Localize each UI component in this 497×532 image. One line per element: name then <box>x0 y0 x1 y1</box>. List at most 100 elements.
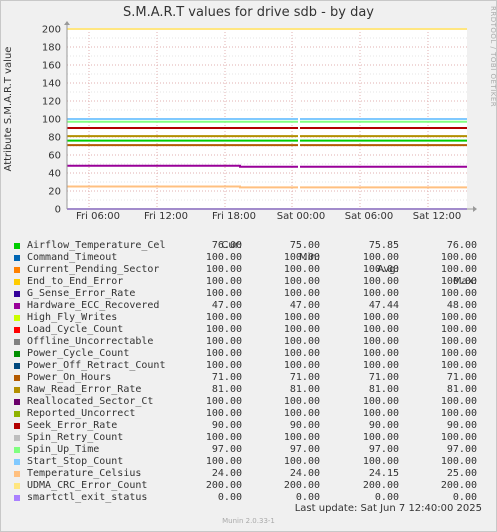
x-tick-label: Sat 12:00 <box>413 211 461 222</box>
legend-swatch <box>14 339 20 345</box>
legend-series-name: Power_On_Hours <box>27 372 112 383</box>
legend-value-max: 76.00 <box>446 240 477 251</box>
legend-swatch <box>14 363 20 369</box>
legend-item: High_Fly_Writes 100.00 100.00 100.00 100.00 <box>10 312 490 324</box>
legend-item: Power_Cycle_Count 100.00 100.00 100.00 100.0… <box>10 348 490 360</box>
legend-swatch <box>14 243 20 249</box>
legend-value-min: 75.00 <box>289 240 320 251</box>
legend-value-avg: 100.00 <box>362 408 399 419</box>
legend-value-cur: 100.00 <box>205 252 242 263</box>
legend-series-name: Power_Off_Retract_Count <box>27 360 166 371</box>
last-update: Last update: Sat Jun 7 12:40:00 2025 <box>294 503 482 514</box>
legend-item: Current_Pending_Sector 100.00 100.00 100.00… <box>10 264 490 276</box>
legend-rows: Airflow_Temperature_Cel 76.00 75.00 75.85 76… <box>10 240 490 504</box>
legend-series-name: Offline_Uncorrectable <box>27 336 154 347</box>
legend-value-min: 100.00 <box>283 264 320 275</box>
y-tick-label: 180 <box>42 43 61 54</box>
legend-series-name: smartctl_exit_status <box>27 492 148 503</box>
legend-value-min: 24.00 <box>289 468 320 479</box>
legend-value-cur: 100.00 <box>205 276 242 287</box>
legend-swatch <box>14 435 20 441</box>
legend-value-avg: 75.85 <box>368 240 399 251</box>
x-tick-label: Fri 06:00 <box>76 211 120 222</box>
legend-value-cur: 100.00 <box>205 324 242 335</box>
legend-value-avg: 100.00 <box>362 324 399 335</box>
legend-value-min: 90.00 <box>289 420 320 431</box>
legend-value-max: 100.00 <box>440 396 477 407</box>
legend-item: Offline_Uncorrectable 100.00 100.00 100.00 1… <box>10 336 490 348</box>
legend-series-name: Current_Pending_Sector <box>27 264 160 275</box>
legend-swatch <box>14 447 20 453</box>
legend-value-min: 100.00 <box>283 276 320 287</box>
legend-swatch <box>14 423 20 429</box>
legend-value-avg: 97.00 <box>368 444 399 455</box>
x-tick-label: Fri 12:00 <box>144 211 188 222</box>
legend-series-name: Temperature_Celsius <box>27 468 142 479</box>
y-tick-label: 40 <box>48 169 61 180</box>
legend-value-max: 48.00 <box>446 300 477 311</box>
legend-value-avg: 90.00 <box>368 420 399 431</box>
legend-series-name: G_Sense_Error_Rate <box>27 288 136 299</box>
legend-series-name: Reallocated_Sector_Ct <box>27 396 154 407</box>
legend-series-name: Power_Cycle_Count <box>27 348 130 359</box>
legend-value-cur: 200.00 <box>205 480 242 491</box>
legend-header-avg: Avg: <box>377 264 399 275</box>
legend-value-min: 100.00 <box>283 288 320 299</box>
legend-item: Command_Timeout 100.00 100.00 100.00 100.00 <box>10 252 490 264</box>
legend-value-min: 100.00 <box>283 336 320 347</box>
y-tick-label: 0 <box>55 205 61 216</box>
legend-swatch <box>14 459 20 465</box>
x-tick-label: Sat 06:00 <box>345 211 393 222</box>
legend-value-min: 97.00 <box>289 444 320 455</box>
series-line <box>67 185 467 189</box>
legend-value-max: 100.00 <box>440 456 477 467</box>
legend-value-min: 81.00 <box>289 384 320 395</box>
legend-value-min: 0.00 <box>295 492 320 503</box>
legend-swatch <box>14 303 20 309</box>
y-tick-label: 140 <box>42 79 61 90</box>
legend-value-cur: 100.00 <box>205 288 242 299</box>
legend-series-name: Seek_Error_Rate <box>27 420 118 431</box>
y-tick-label: 80 <box>48 133 61 144</box>
legend-item: Reported_Uncorrect 100.00 100.00 100.00 100.… <box>10 408 490 420</box>
y-tick-label: 120 <box>42 97 61 108</box>
legend-series-name: Spin_Retry_Count <box>27 432 124 443</box>
legend-value-min: 100.00 <box>283 432 320 443</box>
legend-value-avg: 100.00 <box>362 252 399 263</box>
legend-series-name: End_to_End_Error <box>27 276 124 287</box>
legend-header-cur: Cur: <box>221 240 242 251</box>
legend-value-max: 100.00 <box>440 432 477 443</box>
legend-value-max: 100.00 <box>440 348 477 359</box>
legend-value-max: 100.00 <box>440 312 477 323</box>
legend-value-avg: 100.00 <box>362 276 399 287</box>
legend-value-cur: 100.00 <box>205 312 242 323</box>
legend-item: Seek_Error_Rate 90.00 90.00 90.00 90.00 <box>10 420 490 432</box>
legend-value-max: 0.00 <box>452 492 477 503</box>
legend-value-min: 47.00 <box>289 300 320 311</box>
legend-item: G_Sense_Error_Rate 100.00 100.00 100.00 100.… <box>10 288 490 300</box>
legend-item: Reallocated_Sector_Ct 100.00 100.00 100.00 1… <box>10 396 490 408</box>
legend-header-max: Max: <box>452 276 477 287</box>
legend-value-min: 100.00 <box>283 360 320 371</box>
legend-item: Hardware_ECC_Recovered 47.00 47.00 47.44 48.… <box>10 300 490 312</box>
legend-swatch <box>14 387 20 393</box>
x-axis-arrow <box>473 206 477 212</box>
y-tick-labels: 0 20 40 60 80 100 120 140 160 180 200 <box>42 25 61 216</box>
legend-item: Airflow_Temperature_Cel 76.00 75.00 75.85 76… <box>10 240 490 252</box>
legend-value-avg: 0.00 <box>374 492 399 503</box>
legend-value-cur: 0.00 <box>217 492 242 503</box>
legend-value-max: 100.00 <box>440 336 477 347</box>
legend-value-min: 100.00 <box>283 324 320 335</box>
legend-swatch <box>14 291 20 297</box>
legend-value-cur: 97.00 <box>211 444 242 455</box>
legend-swatch <box>14 315 20 321</box>
legend-value-cur: 76.00 <box>211 240 242 251</box>
legend-value-max: 25.00 <box>446 468 477 479</box>
legend-value-cur: 100.00 <box>205 336 242 347</box>
legend-value-cur: 100.00 <box>205 264 242 275</box>
chart-title: S.M.A.R.T values for drive sdb - by day <box>123 5 374 20</box>
legend-value-avg: 100.00 <box>362 456 399 467</box>
legend-swatch <box>14 279 20 285</box>
legend-series-name: UDMA_CRC_Error_Count <box>27 480 148 491</box>
